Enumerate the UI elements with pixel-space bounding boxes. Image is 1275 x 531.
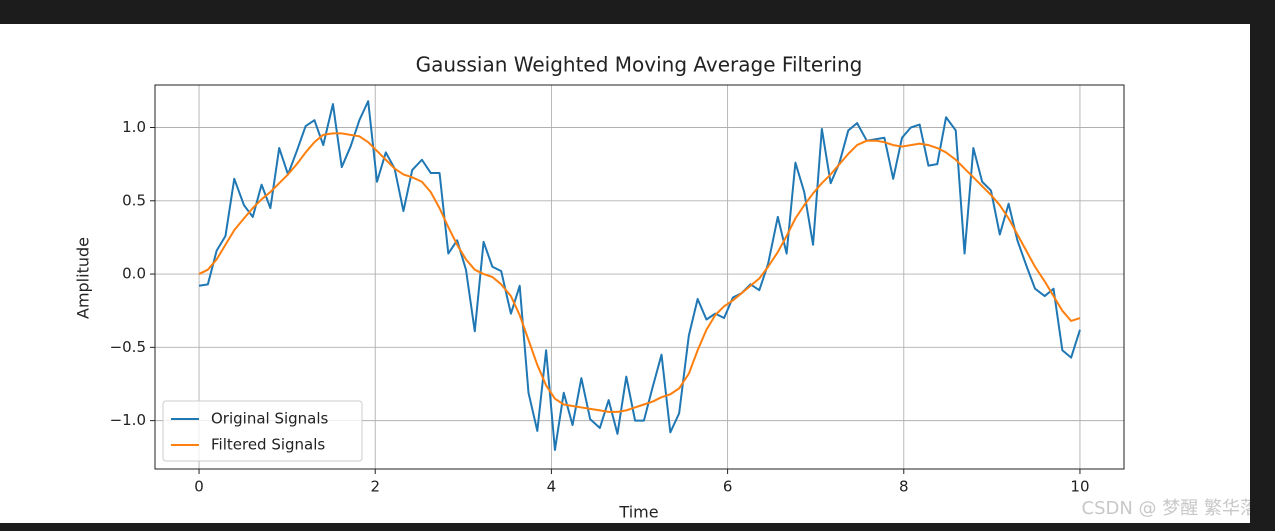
x-tick-label: 8: [899, 478, 909, 496]
x-axis-label: Time: [618, 503, 658, 522]
x-tick-label: 10: [1070, 478, 1089, 496]
chart-title: Gaussian Weighted Moving Average Filteri…: [416, 53, 863, 77]
x-tick-label: 0: [194, 478, 204, 496]
watermark: CSDN @ 梦醒 繁华落: [1082, 498, 1250, 519]
x-tick-label: 6: [723, 478, 733, 496]
legend-label: Original Signals: [211, 410, 329, 428]
y-tick-label: 0.0: [122, 265, 146, 283]
legend-label: Filtered Signals: [211, 436, 325, 454]
x-tick-label: 2: [370, 478, 380, 496]
data-line: [198, 132, 1081, 413]
y-tick-label: 0.5: [122, 191, 146, 209]
y-axis-label: Amplitude: [74, 237, 93, 319]
legend-box: [162, 400, 363, 462]
x-tick-label: 4: [547, 478, 557, 496]
plot-frame: [154, 84, 1125, 470]
chart: Gaussian Weighted Moving Average Filteri…: [0, 24, 1250, 523]
data-line: [198, 100, 1081, 451]
y-tick-label: 1.0: [122, 118, 146, 136]
y-tick-label: −1.0: [110, 411, 146, 429]
y-tick-label: −0.5: [110, 338, 146, 356]
